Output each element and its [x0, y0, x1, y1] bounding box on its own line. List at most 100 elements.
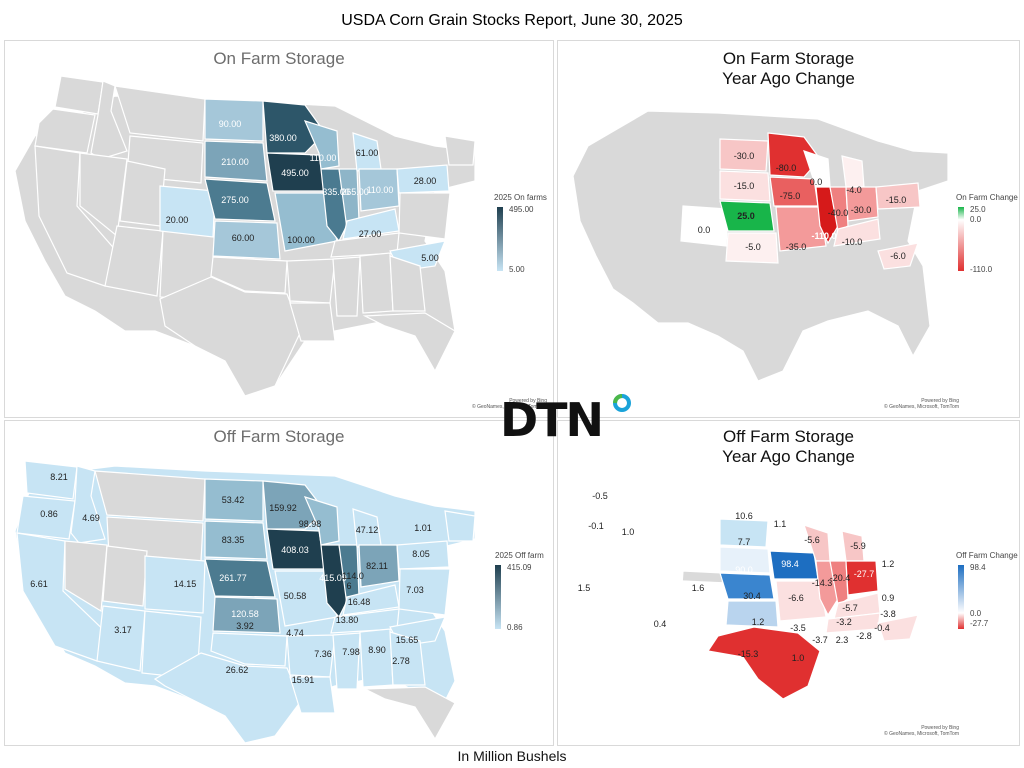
label-ks: -5.0	[745, 242, 761, 252]
legend-min: 5.00	[509, 265, 525, 274]
label-va: 0.9	[882, 593, 895, 603]
sd-shape	[204, 520, 268, 560]
label-ny: 1.01	[414, 523, 432, 533]
legend-title: On Farm Change	[956, 193, 1018, 202]
attribution-line2: © GeoNames, Microsoft, TomTom	[884, 404, 959, 410]
label-id: 1.0	[622, 527, 635, 537]
label-ia: 98.4	[781, 559, 799, 569]
ks-shape	[212, 220, 281, 260]
legend-min: 0.86	[507, 623, 523, 632]
pa-shape	[875, 182, 921, 210]
label-in: 265.00	[341, 187, 369, 197]
panel-on-farm-change: On Farm Storage Year Ago Change -30.0 -	[557, 40, 1020, 418]
state-shapes	[16, 460, 476, 744]
label-il: -110.0	[811, 231, 836, 241]
va-shape	[398, 568, 451, 616]
label-ks: 30.4	[743, 591, 761, 601]
oh-shape	[845, 560, 879, 596]
ne-shape	[719, 572, 775, 600]
dtn-logo: DTN	[500, 393, 631, 442]
label-mn: 380.00	[269, 133, 297, 143]
label-sd: 210.00	[221, 157, 249, 167]
label-tn: -3.2	[836, 617, 852, 627]
label-pa: -15.0	[886, 195, 907, 205]
map-attribution: Powered by Bing © GeoNames, Microsoft, T…	[884, 725, 959, 737]
logo-arc-icon	[613, 394, 623, 404]
label-ok: 3.92	[236, 621, 254, 631]
legend-mid: 0.0	[970, 609, 982, 618]
label-or: 0.86	[40, 509, 58, 519]
legend-title: 2025 On farms	[494, 193, 547, 202]
fl-shape	[364, 686, 456, 741]
nd-shape	[719, 138, 769, 172]
label-id: 4.69	[82, 513, 100, 523]
legend-color-bar	[495, 565, 501, 629]
label-nd: 53.42	[222, 495, 245, 505]
panel-off-farm-change: Off Farm Storage Year Ago Change	[557, 420, 1020, 746]
ks-shape	[725, 232, 779, 264]
panel-off-farm-storage: Off Farm Storage	[4, 420, 554, 746]
label-va: 7.03	[406, 585, 424, 595]
legend-mid: 0.0	[970, 215, 982, 224]
label-nd: 90.00	[219, 119, 242, 129]
label-wi: -5.6	[804, 535, 820, 545]
label-al: 7.98	[342, 647, 360, 657]
label-mi: -5.9	[850, 541, 866, 551]
id-shape	[70, 465, 106, 544]
attribution-line2: © GeoNames, Microsoft, TomTom	[884, 731, 959, 737]
legend-off-farm-change: Off Farm Change 98.4 0.0 -27.7	[956, 551, 1020, 641]
tx-shape	[153, 652, 302, 744]
nd-shape	[204, 478, 264, 522]
legend-min: -27.7	[970, 619, 989, 628]
label-ky: 16.48	[348, 597, 371, 607]
us-map-off-farm: 8.21 0.86 4.69 53.42 159.92 98.98 83.35 …	[14, 460, 476, 744]
oh-shape	[358, 168, 400, 212]
us-map-on-farm: 90.00 380.00 210.00 110.00 61.00 275.00 …	[14, 75, 476, 397]
attribution-line1: Powered by Bing	[921, 398, 959, 404]
label-co: 1.6	[692, 583, 705, 593]
label-tx: -15.3	[738, 649, 759, 659]
label-mi: 47.12	[356, 525, 379, 535]
ms-shape	[332, 632, 361, 690]
state-shapes	[34, 75, 476, 397]
label-co: 20.00	[166, 215, 189, 225]
ar-shape	[286, 258, 336, 304]
label-ar: 4.74	[286, 628, 304, 638]
map-attribution: Powered by Bing © GeoNames, Microsoft, T…	[884, 398, 959, 410]
label-co: 0.0	[698, 225, 711, 235]
label-sc: -0.4	[874, 623, 890, 633]
ny-shape	[444, 510, 476, 542]
legend-title: 2025 Off farm	[495, 551, 544, 560]
legend-on-farm-change: On Farm Change 25.0 0.0 -110.0	[956, 193, 1020, 283]
state-shapes	[680, 132, 921, 270]
panel-title: Off Farm Storage	[213, 427, 345, 446]
map-labels: -30.0 -80.0 0.0 -15.0 -75.0 -4.0 25.0 -4…	[698, 151, 907, 261]
label-in-2: 6	[346, 581, 351, 591]
legend-max: 495.00	[509, 205, 534, 214]
oh-shape	[845, 186, 879, 222]
label-mi: -4.0	[846, 185, 862, 195]
ks-shape	[212, 596, 281, 634]
label-in: -40.0	[828, 208, 849, 218]
or-shape	[16, 495, 76, 540]
legend-color-bar	[958, 565, 964, 629]
label-nc: 15.65	[396, 635, 419, 645]
label-wa: 8.21	[50, 472, 68, 482]
label-mo: 100.00	[287, 235, 315, 245]
ga-shape	[389, 631, 426, 686]
label-ga: 8.90	[368, 645, 386, 655]
or-shape	[34, 108, 96, 154]
nd-shape	[204, 98, 264, 142]
label-ca: 6.61	[30, 579, 48, 589]
label-il: 415.09	[319, 573, 347, 583]
label-or: -0.1	[588, 521, 604, 531]
la-shape	[289, 302, 336, 342]
ok-shape	[210, 632, 288, 667]
al-shape	[359, 252, 394, 314]
label-la: 15.91	[292, 675, 315, 685]
legend-max: 25.0	[970, 205, 986, 214]
label-az: 0.4	[654, 619, 667, 629]
attribution-line2: © GeoNames, Microsoft, TomTom	[472, 404, 547, 410]
label-ia: -75.0	[780, 191, 801, 201]
tx-shape	[159, 276, 302, 397]
